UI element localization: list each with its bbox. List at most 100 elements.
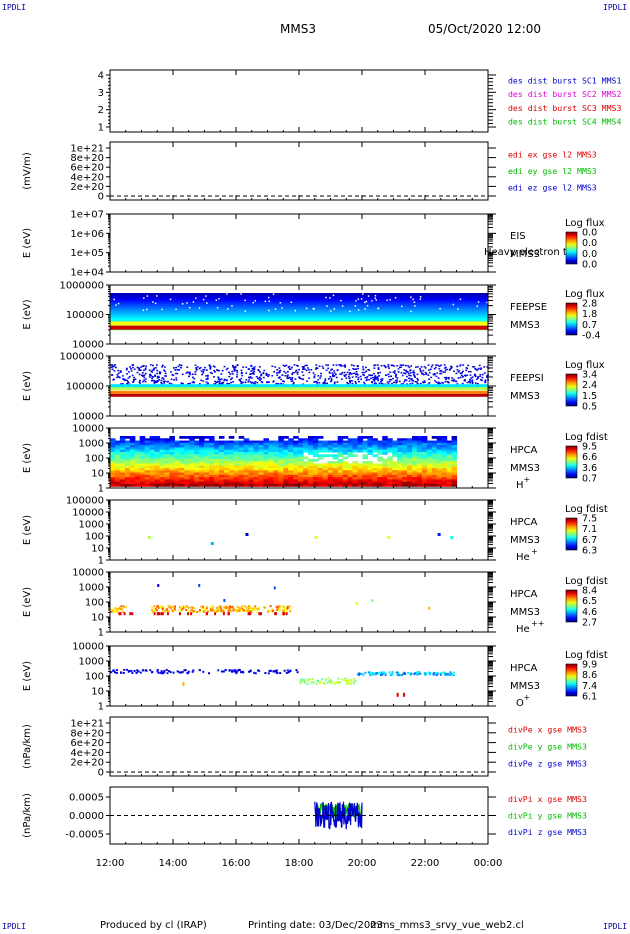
- heat-cell: [159, 463, 166, 467]
- heat-speck: [435, 381, 438, 383]
- y-axis-label: E (eV): [22, 228, 33, 258]
- heat-cell: [204, 472, 210, 476]
- heat-cell: [199, 452, 205, 455]
- heat-cell: [253, 481, 260, 485]
- heat-speck: [228, 371, 230, 374]
- heat-cell: [218, 474, 225, 478]
- heat-speck: [476, 305, 478, 307]
- heat-speck: [161, 366, 163, 368]
- heat-cell: [110, 297, 488, 301]
- heat-speck: [290, 380, 293, 382]
- heat-cell: [194, 440, 200, 444]
- heat-speck: [439, 382, 441, 385]
- heat-cell: [436, 447, 443, 451]
- heat-speck: [363, 383, 366, 385]
- heat-cell: [426, 440, 433, 444]
- heat-cell: [357, 449, 364, 453]
- heat-speck: [430, 376, 433, 379]
- heat-cell: [213, 461, 220, 464]
- heat-speck: [354, 373, 357, 376]
- heat-cell: [174, 479, 180, 483]
- heat-cell: [273, 461, 279, 464]
- heat-cell: [194, 465, 200, 469]
- heat-speck: [247, 381, 250, 383]
- heat-cell: [114, 468, 121, 471]
- heat-speck: [139, 671, 142, 674]
- heat-speck: [377, 368, 380, 370]
- heat-cell: [189, 438, 195, 442]
- heat-cell: [402, 447, 408, 451]
- heat-speck: [199, 366, 202, 369]
- heat-speck: [154, 374, 156, 376]
- heat-cell: [149, 452, 156, 455]
- heat-speck: [357, 309, 360, 311]
- heat-cell: [407, 447, 413, 451]
- spacecraft-label: MMS3: [510, 391, 540, 402]
- heat-speck: [312, 372, 315, 374]
- heat-speck: [474, 368, 477, 371]
- heat-cell: [293, 474, 299, 478]
- species-label: He: [516, 552, 530, 563]
- heat-speck: [347, 382, 350, 385]
- heat-cell: [223, 461, 230, 464]
- heat-cell: [283, 440, 289, 444]
- heat-speck: [425, 373, 428, 375]
- heat-speck: [377, 307, 380, 310]
- heat-cell: [119, 438, 126, 442]
- heat-cell: [184, 454, 190, 458]
- heat-cell: [134, 463, 141, 467]
- heat-cell: [402, 465, 408, 469]
- heat-speck: [231, 373, 234, 375]
- heat-cell: [144, 468, 151, 471]
- heat-speck: [151, 670, 154, 673]
- heat-cell: [322, 472, 329, 476]
- heat-cell: [268, 479, 274, 483]
- heat-cell: [169, 463, 175, 467]
- heat-speck: [396, 381, 398, 383]
- instrument-label: FEEPSI: [510, 373, 544, 384]
- heat-cell: [199, 449, 205, 453]
- heat-speck: [416, 673, 419, 676]
- heat-cell: [174, 445, 180, 448]
- heat-cell: [317, 479, 324, 483]
- heat-speck: [202, 298, 205, 301]
- heat-speck: [217, 376, 220, 378]
- heat-cell: [199, 456, 205, 460]
- heat-speck: [278, 608, 281, 611]
- heat-speck: [419, 296, 422, 298]
- heat-speck: [322, 367, 325, 369]
- heat-speck: [219, 606, 222, 609]
- heat-speck: [202, 372, 204, 374]
- heat-cell: [362, 436, 368, 439]
- heat-cell: [114, 452, 121, 455]
- heat-cell: [288, 468, 294, 471]
- heat-speck: [309, 678, 312, 681]
- heat-cell: [387, 461, 393, 464]
- heat-cell: [273, 454, 279, 458]
- heat-cell: [248, 442, 255, 446]
- heat-cell: [382, 468, 388, 471]
- heat-speck: [195, 368, 198, 370]
- heat-speck: [371, 381, 373, 383]
- heat-speck: [124, 605, 127, 608]
- y-axis-label: E (eV): [22, 371, 33, 401]
- heat-speck: [151, 369, 154, 371]
- heat-cell: [119, 463, 126, 467]
- heat-speck: [396, 377, 399, 379]
- heat-cell: [421, 458, 428, 462]
- heat-speck: [318, 381, 321, 384]
- heat-speck: [427, 369, 430, 371]
- heat-cell: [129, 479, 136, 483]
- heat-cell: [308, 442, 314, 446]
- heat-cell: [327, 474, 334, 478]
- heat-speck: [453, 370, 455, 372]
- heat-cell: [233, 442, 240, 446]
- heat-speck: [486, 366, 489, 368]
- heat-speck: [294, 371, 297, 373]
- heat-cell: [312, 440, 319, 444]
- heat-cell: [213, 468, 220, 471]
- heat-cell: [407, 440, 413, 444]
- heat-cell: [303, 438, 309, 442]
- heat-cell: [110, 308, 488, 313]
